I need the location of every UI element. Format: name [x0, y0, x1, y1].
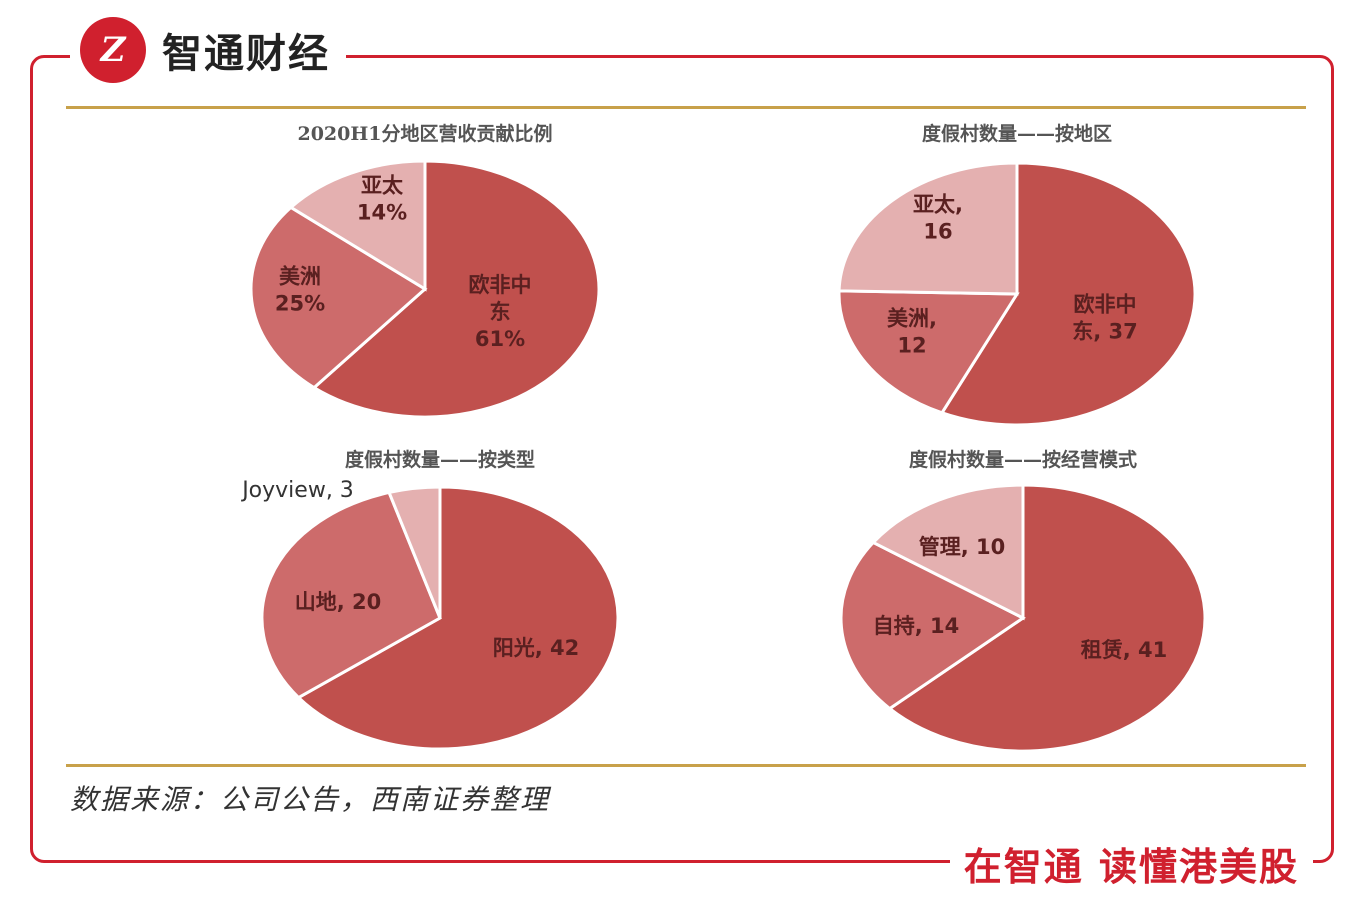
- pie-slice: [839, 540, 1026, 711]
- slice-label: 阳光, 42: [493, 636, 580, 660]
- slogan: 在智通 读懂港美股: [963, 844, 1299, 889]
- slice-label: 山地, 20: [295, 590, 382, 614]
- slice-label: 东, 37: [1072, 320, 1138, 344]
- slogan-box: 在智通 读懂港美股: [949, 838, 1313, 889]
- chart-title: 度假村数量——按经营模式: [909, 448, 1137, 471]
- slice-label: Joyview, 3: [240, 478, 354, 503]
- slice-label: 自持, 14: [873, 614, 960, 638]
- slice-label: 租赁, 41: [1081, 638, 1168, 662]
- slice-label: 亚太: [361, 174, 404, 198]
- pie-slice: [311, 159, 601, 419]
- slice-label: 管理, 10: [919, 535, 1006, 559]
- brand-logo-icon: Z: [80, 17, 146, 83]
- pie-slice: [249, 205, 428, 390]
- slice-label: 美洲: [279, 265, 321, 289]
- slice-label: 欧非中: [469, 273, 532, 297]
- red-border-frame: [30, 55, 1334, 863]
- slice-label: 16: [923, 220, 952, 244]
- slice-label: 亚太,: [913, 193, 963, 217]
- pie-slice: [296, 485, 620, 751]
- slice-label: 欧非中: [1074, 293, 1137, 317]
- pie-slice: [387, 485, 442, 619]
- brand-name: 智通财经: [162, 31, 330, 77]
- slice-label: 12: [897, 334, 926, 358]
- bottom-rule: [66, 764, 1306, 767]
- chart-title: 2020H1分地区营收贡献比例: [297, 122, 552, 145]
- pie-slice: [837, 161, 1019, 296]
- slice-label: 25%: [275, 292, 325, 316]
- chart-title: 度假村数量——按类型: [345, 448, 535, 471]
- brand-header: Z 智通财经: [70, 10, 346, 90]
- pie-slice: [870, 483, 1025, 621]
- chart-title: 度假村数量——按地区: [922, 122, 1112, 145]
- pie-slice: [288, 159, 427, 292]
- pie-slice: [260, 490, 442, 700]
- pie-slice: [939, 161, 1197, 427]
- data-source-note: 数据来源：公司公告，西南证券整理: [70, 783, 551, 816]
- pie-slice: [887, 483, 1207, 753]
- slice-label: 东: [490, 300, 511, 324]
- slice-label: 美洲,: [887, 307, 937, 331]
- top-rule: [66, 106, 1306, 109]
- pie-slice: [837, 289, 1020, 415]
- slice-label: 61%: [475, 327, 525, 351]
- slice-label: 14%: [357, 201, 407, 225]
